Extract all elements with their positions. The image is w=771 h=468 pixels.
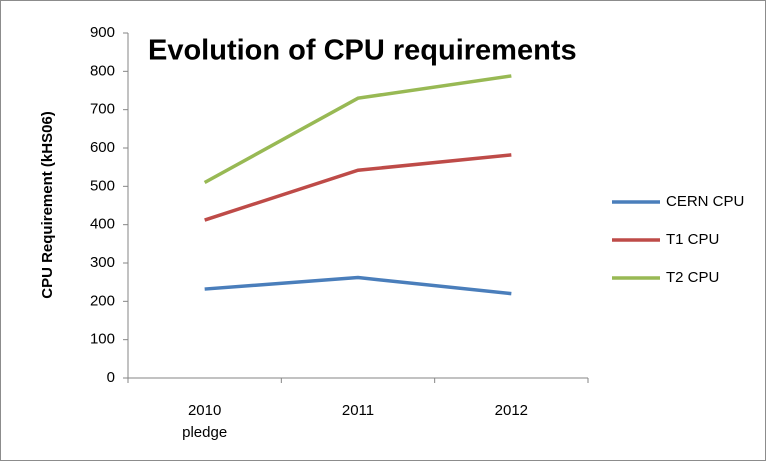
legend-label: T2 CPU: [666, 269, 719, 286]
y-tick-label: 400: [90, 216, 115, 233]
x-tick-label: 2011: [341, 402, 375, 419]
legend-label: T1 CPU: [666, 231, 719, 248]
legend-label: CERN CPU: [666, 193, 744, 210]
chart-title: Evolution of CPU requirements: [148, 35, 577, 67]
series-line: [204, 153, 512, 222]
chart-border: [0, 0, 766, 461]
y-tick-label: 100: [90, 331, 115, 348]
series-line: [204, 275, 512, 296]
series-line: [203, 74, 512, 185]
y-axis-label: CPU Requirement (kHS06): [39, 111, 56, 299]
y-tick-label: 800: [90, 62, 115, 79]
x-tick-label: 2012: [494, 402, 529, 419]
y-tick-label: 300: [90, 254, 115, 271]
y-tick-label: 0: [107, 369, 115, 386]
y-tick-label: 700: [90, 101, 115, 118]
y-tick-label: 200: [90, 292, 115, 309]
y-tick-label: 900: [90, 24, 115, 41]
y-tick-label: 500: [90, 177, 115, 194]
x-tick-label: 2010 pledge: [182, 402, 228, 441]
y-tick-label: 600: [90, 139, 115, 156]
